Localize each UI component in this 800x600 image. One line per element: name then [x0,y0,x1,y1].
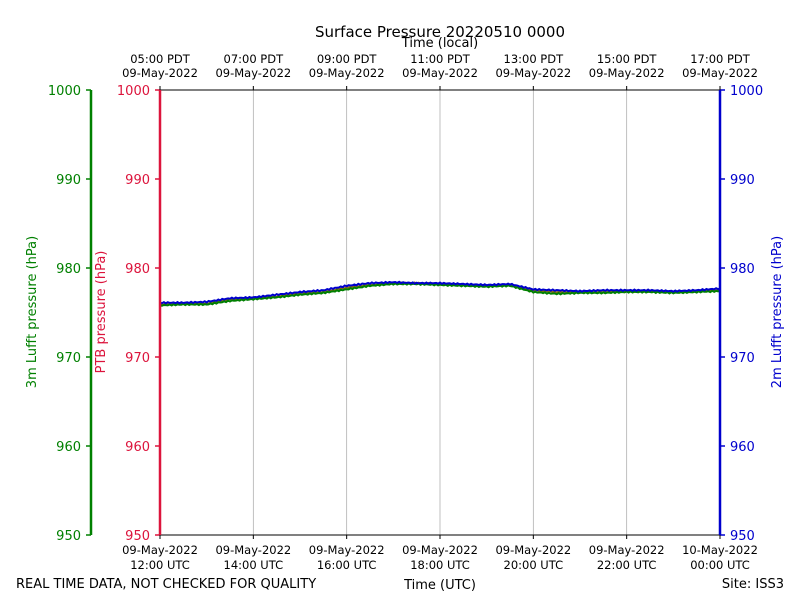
ptb-axis-label: PTB pressure (hPa) [94,251,109,374]
top-tick-date: 09-May-2022 [682,66,758,80]
top-tick-time: 17:00 PDT [690,52,751,66]
bottom-tick-date: 09-May-2022 [309,543,385,557]
lufft2m-tick-label: 1000 [730,84,763,99]
bottom-tick-time: 00:00 UTC [690,558,750,572]
bottom-tick-date: 09-May-2022 [589,543,665,557]
bottom-tick-time: 12:00 UTC [130,558,190,572]
top-tick-time: 07:00 PDT [224,52,285,66]
lufft2m-axis-label: 2m Lufft pressure (hPa) [770,236,785,388]
series-line-lufft3m [159,282,721,307]
lufft2m-tick-label: 990 [730,173,755,188]
ptb-tick-label: 980 [125,262,150,277]
grid-lines [252,90,628,535]
ptb-tick-label: 990 [125,173,150,188]
lufft3m-axis-label: 3m Lufft pressure (hPa) [25,236,40,388]
lufft2m-tick-label: 970 [730,351,755,366]
ptb-tick-label: 950 [125,529,150,544]
series-lines [159,280,721,307]
top-tick-time: 11:00 PDT [410,52,471,66]
lufft2m-tick-label: 960 [730,440,755,455]
quality-note: REAL TIME DATA, NOT CHECKED FOR QUALITY [16,577,316,592]
top-tick-time: 09:00 PDT [317,52,378,66]
top-tick-date: 09-May-2022 [309,66,385,80]
top-tick-date: 09-May-2022 [495,66,571,80]
bottom-tick-date: 09-May-2022 [495,543,571,557]
ptb-tick-label: 1000 [117,84,150,99]
bottom-tick-time: 14:00 UTC [224,558,284,572]
bottom-tick-time: 22:00 UTC [597,558,657,572]
ptb-tick-label: 960 [125,440,150,455]
ptb-tick-label: 970 [125,351,150,366]
top-axis-label: Time (local) [401,36,478,51]
lufft2m-tick-label: 980 [730,262,755,277]
bottom-tick-time: 16:00 UTC [317,558,377,572]
axis-ticks: 950 950 950 960 960 960 970 970 970 980 980 980 990 9… [48,52,763,572]
top-tick-date: 09-May-2022 [215,66,291,80]
site-label: Site: ISS3 [722,577,784,592]
lufft3m-tick-label: 1000 [48,84,81,99]
bottom-axis-label: Time (UTC) [403,578,476,593]
bottom-tick-time: 18:00 UTC [410,558,470,572]
bottom-tick-date: 09-May-2022 [122,543,198,557]
top-tick-date: 09-May-2022 [402,66,478,80]
top-tick-date: 09-May-2022 [122,66,198,80]
top-tick-time: 13:00 PDT [504,52,565,66]
lufft2m-tick-label: 950 [730,529,755,544]
lufft3m-tick-label: 980 [56,262,81,277]
lufft3m-tick-label: 970 [56,351,81,366]
bottom-tick-time: 20:00 UTC [504,558,564,572]
bottom-tick-date: 09-May-2022 [215,543,291,557]
lufft3m-tick-label: 990 [56,173,81,188]
series-line-lufft2m [159,280,721,305]
bottom-tick-date: 10-May-2022 [682,543,758,557]
top-tick-time: 05:00 PDT [130,52,191,66]
chart-title: Surface Pressure 20220510 0000 [315,23,565,41]
lufft3m-tick-label: 950 [56,529,81,544]
lufft3m-tick-label: 960 [56,440,81,455]
top-tick-date: 09-May-2022 [589,66,665,80]
plot-frame [89,89,722,536]
bottom-tick-date: 09-May-2022 [402,543,478,557]
top-tick-time: 15:00 PDT [597,52,658,66]
